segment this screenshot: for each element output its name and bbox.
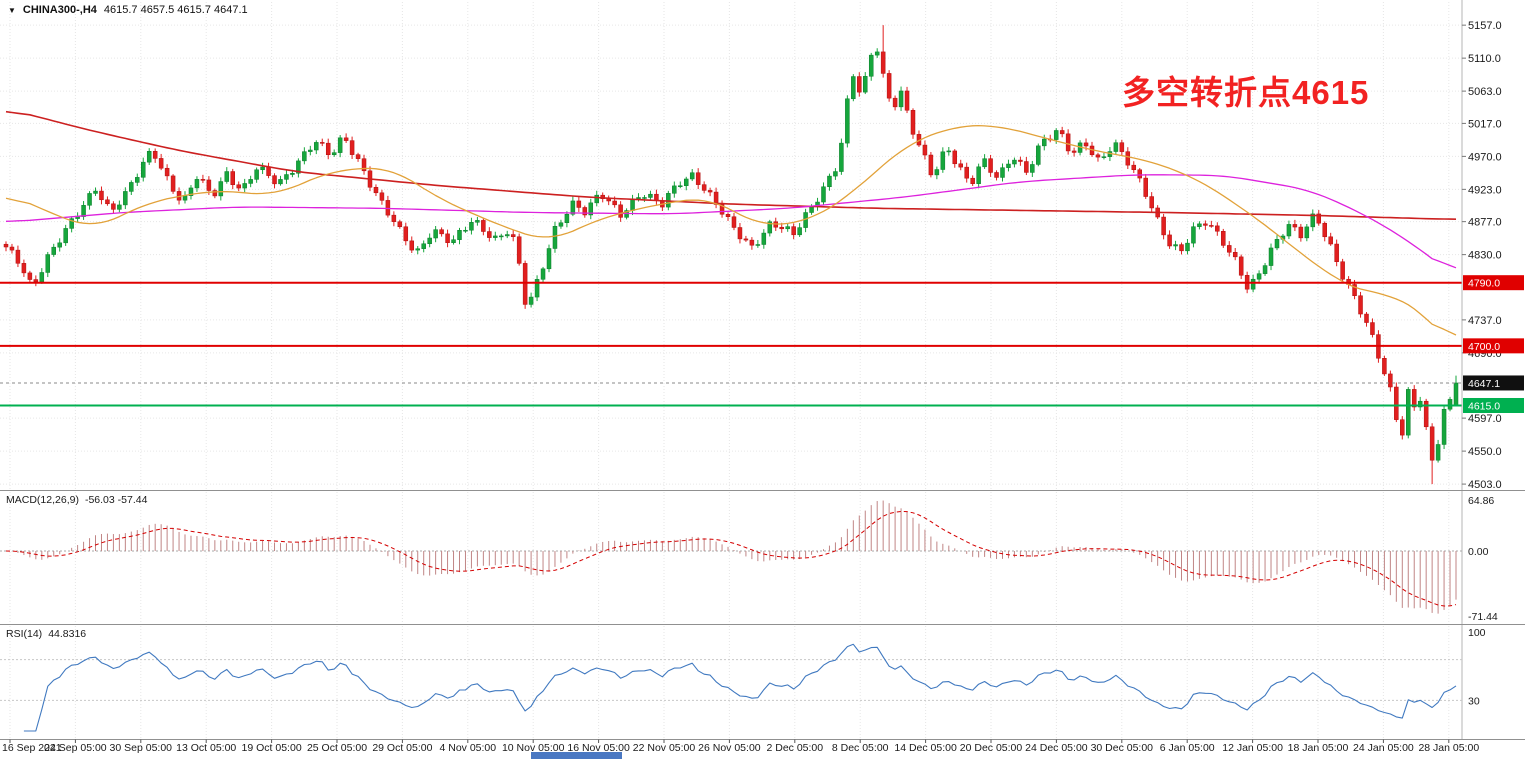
svg-text:14 Dec 05:00: 14 Dec 05:00 — [894, 742, 957, 754]
svg-text:20 Dec 05:00: 20 Dec 05:00 — [960, 742, 1023, 754]
svg-text:30: 30 — [1468, 695, 1480, 707]
svg-text:4790.0: 4790.0 — [1468, 278, 1500, 290]
bottom-partial-ui-element — [531, 752, 622, 759]
rsi-name: RSI(14) — [6, 628, 43, 640]
svg-text:28 Jan 05:00: 28 Jan 05:00 — [1418, 742, 1479, 754]
svg-text:19 Oct 05:00: 19 Oct 05:00 — [242, 742, 302, 754]
svg-text:24 Jan 05:00: 24 Jan 05:00 — [1353, 742, 1414, 754]
svg-text:22 Nov 05:00: 22 Nov 05:00 — [633, 742, 696, 754]
symbol-timeframe-label: CHINA300-,H4 — [22, 4, 97, 16]
svg-text:100: 100 — [1468, 627, 1486, 639]
ma-fast-line — [5, 124, 1457, 336]
svg-text:4830.0: 4830.0 — [1468, 250, 1502, 262]
svg-text:2 Dec 05:00: 2 Dec 05:00 — [766, 742, 823, 754]
svg-text:5063.0: 5063.0 — [1468, 86, 1502, 98]
macd-signal-line — [5, 510, 1457, 607]
svg-text:26 Nov 05:00: 26 Nov 05:00 — [698, 742, 761, 754]
rsi-line — [23, 643, 1457, 732]
chart-ohlc-header: ▼ CHINA300-,H4 4615.7 4657.5 4615.7 4647… — [8, 4, 248, 16]
svg-text:5110.0: 5110.0 — [1468, 53, 1501, 65]
svg-text:16 Sep 2021: 16 Sep 2021 — [2, 742, 62, 754]
panel-separators — [0, 490, 1525, 740]
macd-axis: 64.86 0.00 -71.44 — [1468, 495, 1498, 623]
svg-text:4615.0: 4615.0 — [1468, 400, 1500, 412]
candles-layer — [3, 25, 1459, 485]
ma-slow-line — [5, 110, 1457, 220]
svg-text:0.00: 0.00 — [1468, 546, 1489, 558]
svg-text:30 Dec 05:00: 30 Dec 05:00 — [1091, 742, 1154, 754]
macd-values: -56.03 -57.44 — [84, 494, 148, 506]
svg-text:4737.0: 4737.0 — [1468, 315, 1502, 327]
svg-text:4597.0: 4597.0 — [1468, 413, 1502, 425]
svg-text:8 Dec 05:00: 8 Dec 05:00 — [832, 742, 889, 754]
svg-text:24 Sep 05:00: 24 Sep 05:00 — [44, 742, 107, 754]
macd-indicator-label: MACD(12,26,9) -56.03 -57.44 — [6, 494, 147, 506]
svg-text:6 Jan 05:00: 6 Jan 05:00 — [1160, 742, 1215, 754]
svg-text:12 Jan 05:00: 12 Jan 05:00 — [1222, 742, 1283, 754]
svg-text:10 Nov 05:00: 10 Nov 05:00 — [502, 742, 565, 754]
svg-text:4 Nov 05:00: 4 Nov 05:00 — [439, 742, 496, 754]
svg-text:5157.0: 5157.0 — [1468, 20, 1502, 32]
macd-histogram — [11, 500, 1457, 614]
svg-text:18 Jan 05:00: 18 Jan 05:00 — [1288, 742, 1349, 754]
rsi-layer — [0, 659, 1462, 701]
price-axis: 5157.0 5110.0 5063.0 5017.0 4970.0 4923.0 4877… — [1461, 0, 1524, 739]
svg-text:30 Sep 05:00: 30 Sep 05:00 — [110, 742, 173, 754]
rsi-value: 44.8316 — [48, 628, 87, 640]
ma-medium-line — [5, 174, 1457, 269]
svg-text:4970.0: 4970.0 — [1468, 151, 1502, 163]
chart-annotation-text: 多空转折点4615 — [1122, 74, 1370, 111]
svg-text:5017.0: 5017.0 — [1468, 118, 1502, 130]
symbol-dropdown-icon[interactable]: ▼ — [8, 5, 16, 15]
svg-text:4503.0: 4503.0 — [1468, 479, 1502, 491]
svg-text:4700.0: 4700.0 — [1468, 341, 1500, 353]
svg-text:24 Dec 05:00: 24 Dec 05:00 — [1025, 742, 1088, 754]
price-levels-layer — [0, 281, 1462, 407]
svg-text:25 Oct 05:00: 25 Oct 05:00 — [307, 742, 367, 754]
svg-text:4647.1: 4647.1 — [1468, 378, 1500, 390]
svg-text:-71.44: -71.44 — [1468, 611, 1498, 623]
grid-layer — [0, 2, 1462, 738]
svg-text:29 Oct 05:00: 29 Oct 05:00 — [372, 742, 432, 754]
rsi-indicator-label: RSI(14) 44.8316 — [6, 628, 86, 640]
ohlc-values: 4615.7 4657.5 4615.7 4647.1 — [103, 4, 248, 16]
svg-text:16 Nov 05:00: 16 Nov 05:00 — [567, 742, 630, 754]
rsi-axis: 100 30 — [1468, 627, 1486, 707]
svg-text:4550.0: 4550.0 — [1468, 446, 1502, 458]
svg-text:4923.0: 4923.0 — [1468, 184, 1502, 196]
svg-text:13 Oct 05:00: 13 Oct 05:00 — [176, 742, 236, 754]
svg-text:64.86: 64.86 — [1468, 495, 1494, 507]
svg-text:4877.0: 4877.0 — [1468, 217, 1502, 229]
macd-name: MACD(12,26,9) — [6, 494, 79, 506]
